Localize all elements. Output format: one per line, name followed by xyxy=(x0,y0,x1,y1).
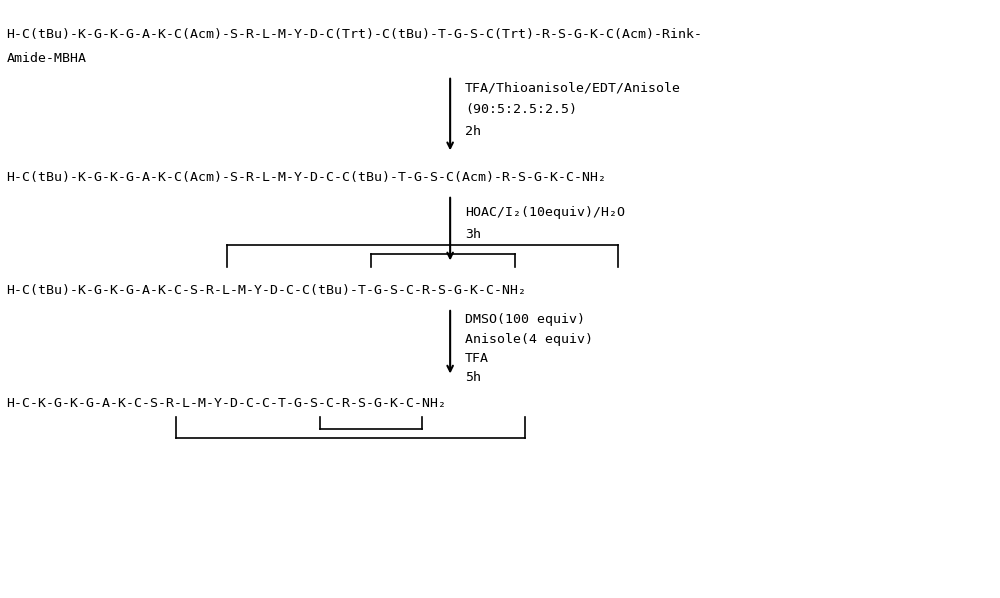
Text: TFA: TFA xyxy=(465,352,489,365)
Text: H-C-K-G-K-G-A-K-C-S-R-L-M-Y-D-C-C-T-G-S-C-R-S-G-K-C-NH₂: H-C-K-G-K-G-A-K-C-S-R-L-M-Y-D-C-C-T-G-S-… xyxy=(6,397,446,410)
Text: TFA/Thioanisole/EDT/Anisole: TFA/Thioanisole/EDT/Anisole xyxy=(465,81,681,94)
Text: HOAC/I₂(10equiv)/H₂O: HOAC/I₂(10equiv)/H₂O xyxy=(465,206,625,219)
Text: 2h: 2h xyxy=(465,124,481,138)
Text: 3h: 3h xyxy=(465,228,481,241)
Text: 5h: 5h xyxy=(465,371,481,384)
Text: Amide-MBHA: Amide-MBHA xyxy=(6,52,86,65)
Text: H-C(tBu)-K-G-K-G-A-K-C(Acm)-S-R-L-M-Y-D-C-C(tBu)-T-G-S-C(Acm)-R-S-G-K-C-NH₂: H-C(tBu)-K-G-K-G-A-K-C(Acm)-S-R-L-M-Y-D-… xyxy=(6,171,606,184)
Text: Anisole(4 equiv): Anisole(4 equiv) xyxy=(465,333,593,346)
Text: (90:5:2.5:2.5): (90:5:2.5:2.5) xyxy=(465,103,577,116)
Text: H-C(tBu)-K-G-K-G-A-K-C(Acm)-S-R-L-M-Y-D-C(Trt)-C(tBu)-T-G-S-C(Trt)-R-S-G-K-C(Acm: H-C(tBu)-K-G-K-G-A-K-C(Acm)-S-R-L-M-Y-D-… xyxy=(6,28,702,41)
Text: H-C(tBu)-K-G-K-G-A-K-C-S-R-L-M-Y-D-C-C(tBu)-T-G-S-C-R-S-G-K-C-NH₂: H-C(tBu)-K-G-K-G-A-K-C-S-R-L-M-Y-D-C-C(t… xyxy=(6,284,526,297)
Text: DMSO(100 equiv): DMSO(100 equiv) xyxy=(465,313,585,327)
